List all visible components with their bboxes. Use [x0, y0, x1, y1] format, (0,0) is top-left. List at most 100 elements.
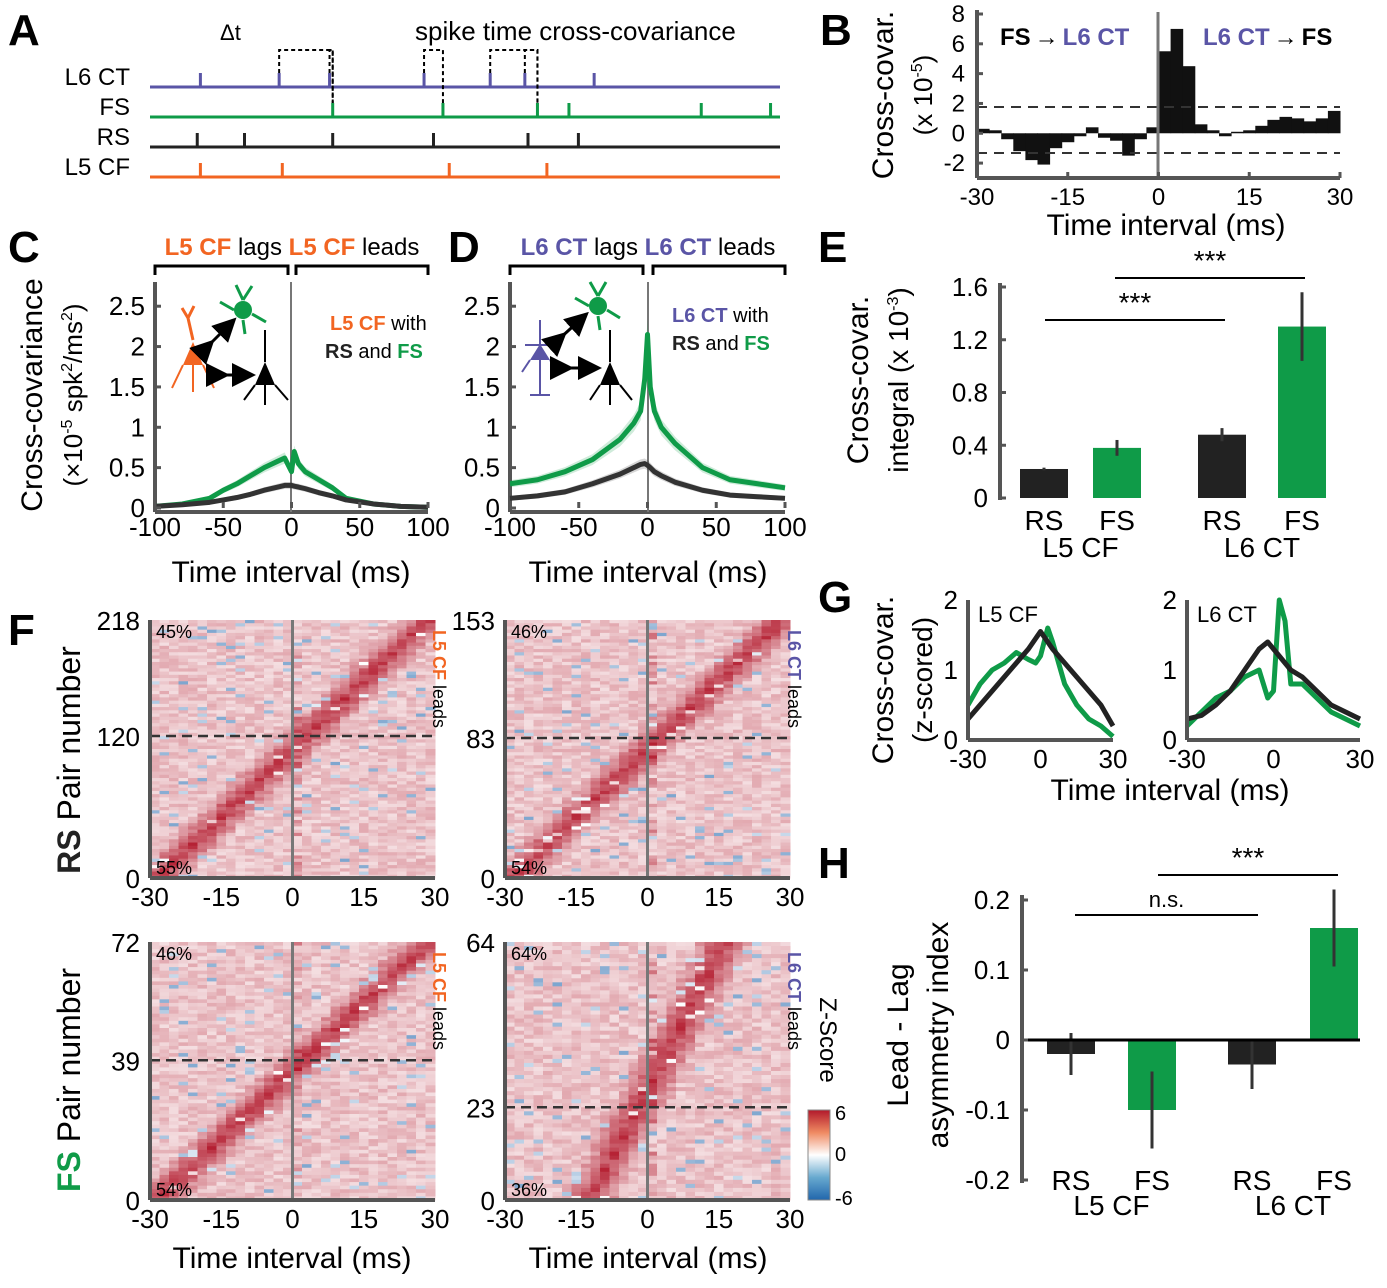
heatmap-cell [169, 726, 179, 731]
heatmap-cell [628, 694, 639, 698]
heatmap-cell [685, 868, 696, 873]
heatmap-cell [761, 642, 772, 647]
heatmap-cell [178, 826, 189, 831]
heatmap-cell [283, 652, 293, 656]
d-ytick-label-3: 1.5 [464, 372, 500, 402]
heatmap-cell [590, 626, 601, 631]
heatmap-cell [600, 858, 610, 863]
heatmap-cell [321, 623, 331, 627]
heatmap-cell [581, 755, 591, 760]
heatmap-cell [771, 813, 781, 818]
heatmap-cell [378, 858, 388, 863]
heatmap-cell [378, 645, 388, 650]
heatmap-cell [780, 700, 791, 705]
heatmap-cell [254, 700, 265, 705]
heatmap-cell [283, 726, 293, 731]
heatmap-cell [368, 855, 379, 860]
heatmap-cell [226, 655, 236, 660]
heatmap-cell [378, 781, 388, 785]
heatmap-cell [425, 781, 436, 785]
heatmap-cell [714, 787, 724, 792]
heatmap-cell [600, 871, 610, 876]
heatmap-cell [676, 732, 686, 737]
b-bar-10 [1098, 133, 1111, 138]
b-bar-26 [1291, 118, 1305, 134]
heatmap-cell [581, 694, 591, 698]
heatmap-cell [321, 787, 331, 792]
heatmap-cell [714, 713, 724, 718]
heatmap-cell [197, 668, 208, 673]
heatmap-cell [207, 771, 217, 776]
heatmap-cell [514, 668, 525, 673]
heatmap-cell [207, 829, 217, 834]
heatmap-cell [359, 658, 369, 663]
heatmap-cell [533, 823, 544, 827]
heatmap-cell [378, 803, 388, 808]
heatmap-cell [416, 716, 426, 721]
heatmap-cell [321, 813, 331, 818]
heatmap-cell [216, 674, 227, 679]
heatmap-cell [666, 758, 677, 763]
heatmap-cell [676, 697, 686, 702]
heatmap-cell [761, 787, 772, 792]
heatmap-cell [676, 784, 686, 789]
heatmap-cell [723, 774, 734, 779]
heatmap-cell [514, 832, 525, 837]
heatmap-cell [552, 661, 563, 666]
heatmap-cell [742, 655, 753, 660]
heatmap-cell [330, 803, 341, 808]
heatmap-cell [714, 855, 724, 860]
heatmap-cell [178, 707, 189, 711]
heatmap-cell [283, 626, 293, 631]
heatmap-cell [524, 623, 534, 627]
b-bar-12 [1122, 133, 1135, 156]
heatmap-cell [543, 649, 553, 653]
heatmap-cell [628, 810, 639, 814]
heatmap-cell [178, 749, 189, 753]
heatmap-cell [330, 823, 341, 827]
heatmap-cell [619, 761, 629, 766]
heatmap-cell [349, 723, 360, 727]
heatmap-cell [571, 803, 582, 808]
heatmap-cell [188, 794, 198, 798]
heatmap-cell [283, 694, 293, 698]
heatmap-cell [169, 742, 179, 747]
heatmap-cell [552, 836, 563, 840]
heatmap-cell [216, 829, 227, 834]
heatmap-cell [619, 703, 629, 708]
heatmap-cell [226, 794, 236, 798]
heatmap-cell [254, 790, 265, 795]
heatmap-cell [340, 642, 350, 647]
dt-bracket-5 [523, 49, 539, 103]
heatmap-cell [292, 645, 303, 650]
heatmap-cell [733, 826, 743, 831]
heatmap-cell [638, 852, 648, 856]
heatmap-cell [283, 690, 293, 695]
heatmap-cell [235, 790, 246, 795]
heatmap-cell [207, 758, 217, 763]
heatmap-cell [723, 778, 734, 782]
heatmap-cell [533, 623, 544, 627]
heatmap-cell [505, 842, 515, 847]
heatmap-cell [704, 636, 715, 640]
heatmap-cell [581, 636, 591, 640]
heatmap-cell [216, 848, 227, 853]
heatmap-cell [505, 823, 515, 827]
heatmap-cell [397, 629, 407, 634]
heatmap-cell [600, 665, 610, 669]
heatmap-cell [533, 710, 544, 715]
heatmap-cell [226, 665, 236, 669]
heatmap-cell [733, 848, 743, 853]
panel-b-xlabel: Time interval (ms) [1047, 209, 1286, 242]
heatmap-cell [264, 865, 274, 869]
heatmap-cell [638, 629, 648, 634]
heatmap-cell [397, 632, 407, 637]
heatmap-cell [571, 620, 582, 624]
heatmap-cell [321, 829, 331, 834]
heatmap-cell [425, 636, 436, 640]
heatmap-cell [524, 713, 534, 718]
heatmap-cell [543, 626, 553, 631]
heatmap-cell [330, 703, 341, 708]
heatmap-cell [273, 697, 284, 702]
b-bar-9 [1085, 127, 1099, 134]
